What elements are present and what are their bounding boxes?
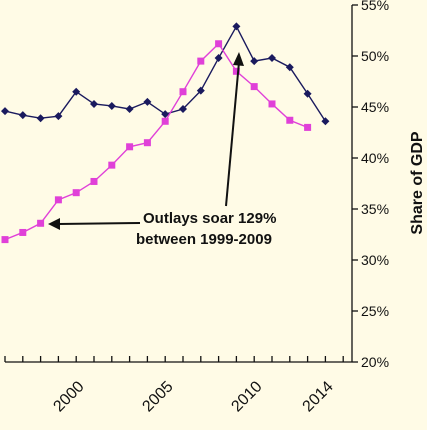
series-point [1,236,9,244]
series-point [19,228,27,236]
series-point [72,87,81,96]
annotation-line-2: between 1999-2009 [136,231,272,248]
y-tick-label: 25% [361,303,389,319]
series-point [143,139,151,147]
series-point [232,22,241,31]
series-layer [1,22,330,244]
series-point [1,107,9,116]
annotation: Outlays soar 129% between 1999-2009 [48,52,276,248]
y-tick-label: 30% [361,252,389,268]
y-axis-title: Share of GDP [409,131,426,234]
series-point [143,97,152,106]
series-point [90,177,98,185]
series-point [250,57,259,66]
y-tick-label: 35% [361,201,389,217]
series-2 [1,40,312,244]
series-point [250,83,258,91]
series-point [303,89,312,98]
series-point [197,57,205,65]
series-point [285,63,294,72]
y-tick-label: 40% [361,150,389,166]
annotation-arrow-left [57,222,141,225]
series-point [18,111,27,120]
series-point [107,101,116,110]
series-point [321,117,330,126]
series-point [214,54,223,63]
series-point [179,88,187,96]
annotation-arrowhead-up [233,52,244,66]
annotation-line-1: Outlays soar 129% [143,210,276,227]
series-point [196,86,205,95]
series-point [161,117,169,125]
axes [5,5,353,363]
series-point [268,54,276,63]
series-point [215,40,223,48]
annotation-arrow-up [225,61,240,207]
series-point [179,105,187,114]
series-point [108,161,116,169]
series-point [72,189,80,197]
series-point [268,100,276,108]
series-point [304,123,312,131]
series-point [232,67,240,75]
annotation-arrowhead-left [48,218,60,230]
series-point [161,110,170,119]
y-tick-label: 55% [361,0,389,13]
series-point [286,116,294,124]
y-tick-label: 45% [361,99,389,115]
series-1 [1,22,330,126]
series-point [54,112,63,121]
y-tick-label: 50% [361,48,389,64]
y-tick-label: 20% [361,354,389,370]
series-point [36,114,45,123]
series-point [37,219,45,227]
series-point [54,196,62,204]
series-point [125,105,134,114]
series-point [90,99,98,108]
y-ticks: 20% 25% 30% 35% 40% 45% 50% 55% [352,0,389,370]
series-point [126,143,134,151]
